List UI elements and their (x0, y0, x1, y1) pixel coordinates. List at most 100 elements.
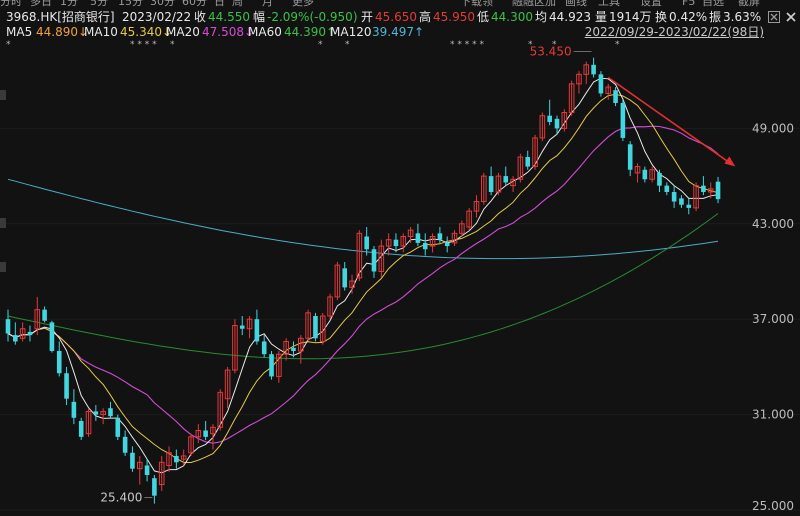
close-value: 44.550 (208, 10, 250, 24)
candle-body (217, 391, 224, 428)
volume-value: 1914万 (609, 10, 652, 24)
candle-body (195, 430, 202, 438)
candle-body (495, 175, 502, 193)
candle-body (510, 178, 516, 187)
toolbar-item[interactable]: 下载领 (460, 0, 493, 8)
candle-body (429, 236, 436, 247)
candle-body (108, 408, 113, 417)
toolbar-item[interactable]: 画线 (565, 0, 587, 8)
ma5-value: 44.890↓ (36, 25, 89, 39)
candle-body (269, 354, 274, 377)
stock-code-name[interactable]: 3968.HK[招商银行] (6, 10, 115, 24)
close-icon[interactable] (785, 11, 797, 23)
candle-body (547, 115, 552, 123)
toolbar-item[interactable]: 日 (214, 0, 225, 8)
event-marker[interactable]: * * * * * (450, 40, 484, 50)
annotation-label: 53.450 (530, 45, 572, 59)
quote-date: 2023/02/22 (122, 10, 192, 24)
candle-body (254, 319, 260, 342)
candle-body (188, 436, 194, 454)
candle-body (122, 436, 128, 453)
event-marker[interactable]: * (552, 40, 557, 50)
annotations: 53.450 25.400 (100, 45, 736, 505)
event-marker[interactable]: * (345, 40, 350, 50)
turnover-value: 0.42% (669, 10, 708, 24)
candle-body (378, 245, 385, 272)
toolbar-item[interactable]: 周 (232, 0, 243, 8)
toolbar-item[interactable]: 15分 (118, 0, 143, 8)
toolbar-item[interactable]: 60分 (182, 0, 207, 8)
candle-body (232, 325, 238, 371)
toolbar-item[interactable]: 5分 (90, 0, 108, 8)
toolbar-item[interactable]: 设置 (640, 0, 662, 8)
candle-body (686, 204, 692, 208)
candle-body (473, 201, 480, 212)
toolbar-item[interactable]: 更多 (292, 0, 314, 8)
trend-arrow-head (724, 156, 736, 167)
candle-body (56, 351, 62, 374)
toolbar-item[interactable]: 融融区加 (512, 0, 556, 8)
candle-body (451, 232, 458, 244)
y-tick-label: 49.000 (752, 121, 794, 135)
ma120-value: 39.497↑ (372, 25, 425, 39)
candle-body (503, 176, 509, 183)
toolbar-item[interactable]: 月 (262, 0, 273, 8)
candle-body (64, 373, 69, 399)
event-marker[interactable]: * * * * (130, 40, 157, 50)
ma10-value: 45.340↓ (120, 25, 173, 39)
candle-body (298, 337, 304, 352)
low-value: 44.300 (491, 10, 533, 24)
candle-body (466, 210, 472, 228)
candle-body (364, 236, 369, 250)
grid (0, 127, 800, 511)
candle-body (261, 341, 267, 355)
y-axis: 49.000 43.000 37.000 31.000 25.000 (752, 121, 794, 513)
toolbar-item[interactable]: 30分 (150, 0, 175, 8)
ma20-label: MA20 (166, 25, 200, 39)
candle-body (144, 465, 150, 476)
toolbar-item[interactable]: 截屏 (738, 0, 760, 8)
candle-body (583, 64, 590, 75)
event-marker[interactable]: * (528, 40, 533, 50)
ma20-line (7, 125, 719, 444)
candle-body (313, 316, 318, 339)
event-marker[interactable]: * (170, 40, 175, 50)
event-marker[interactable]: * (615, 40, 620, 50)
candle-body (657, 172, 662, 186)
candle-body (34, 309, 41, 330)
ma60-value: 44.390↑ (284, 25, 337, 39)
toolbar-item[interactable]: 分时 (0, 0, 22, 8)
y-tick-label: 31.000 (752, 408, 794, 422)
candle-body (180, 455, 187, 460)
avg-value: 44.923 (549, 10, 591, 24)
candle-body (481, 175, 487, 203)
close-icon-small[interactable] (768, 11, 780, 23)
open-value: 45.650 (375, 10, 417, 24)
close-label: 收 (194, 10, 207, 24)
candle-body (136, 461, 143, 470)
toolbar-item[interactable]: 自选 (702, 0, 724, 8)
toolbar-item[interactable]: 工具 (598, 0, 620, 8)
toolbar-item[interactable]: 1分 (60, 0, 78, 8)
candle-body (407, 229, 414, 238)
candle-body (342, 268, 348, 288)
amplitude-label: 振 (709, 10, 722, 24)
candle-body (27, 331, 33, 336)
candle-body (283, 340, 289, 355)
event-marker[interactable]: * (318, 40, 323, 50)
toolbar-item[interactable]: 多日 (30, 0, 52, 8)
candle-body (517, 156, 524, 180)
candle-body (400, 236, 407, 247)
period-toolbar: 分时 多日 1分 5分 15分 30分 60分日周 月 更多 下载领 融融区加 画线 工具 设置 F5 自选 截… (0, 0, 800, 10)
avg-label: 均 (535, 10, 548, 24)
candle-body (539, 115, 546, 139)
event-marker[interactable]: * (6, 40, 11, 50)
date-range[interactable]: 2022/09/29-2023/02/22(98日) (584, 25, 764, 39)
left-panel-edge (0, 262, 6, 272)
candle-body (276, 353, 282, 377)
toolbar-item[interactable]: F5 (682, 0, 696, 8)
candle-body (100, 410, 106, 416)
candle-body (671, 192, 677, 202)
candle-body (634, 166, 641, 174)
